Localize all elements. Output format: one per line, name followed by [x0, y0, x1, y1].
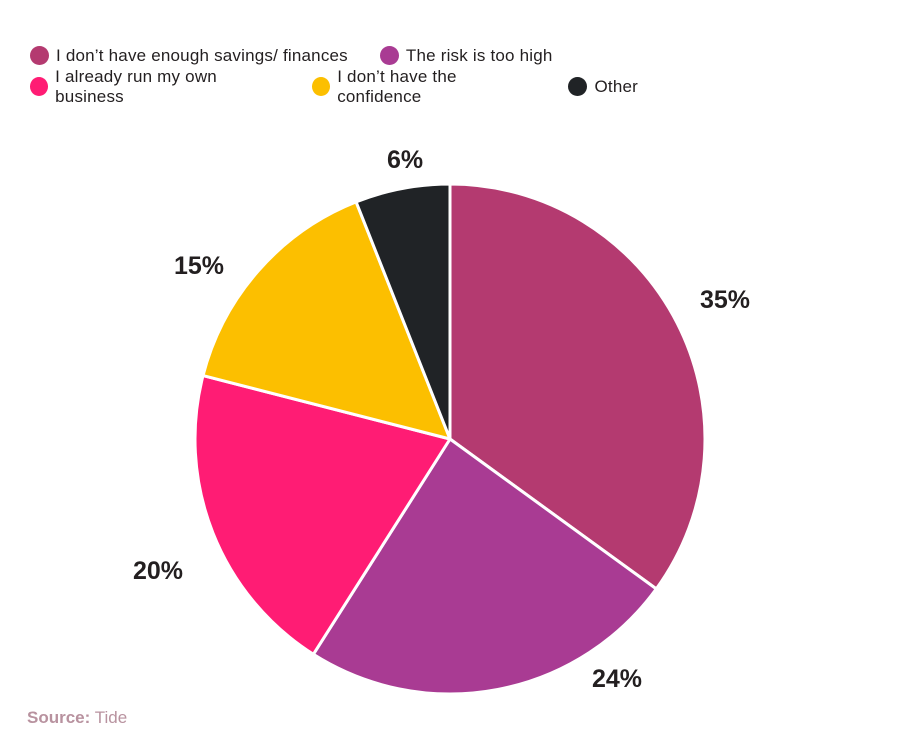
source-prefix: Source:: [27, 708, 91, 727]
label-confidence-pct: 15%: [174, 252, 225, 280]
legend-item-savings: I don’t have enough savings/ finances: [30, 46, 348, 66]
label-savings-pct: 35%: [700, 286, 751, 314]
pie-slice-business: [193, 374, 452, 656]
legend-row-2: I already run my own business I don’t ha…: [30, 67, 670, 106]
label-risk-pct: 24%: [592, 665, 643, 693]
legend-label-savings: I don’t have enough savings/ finances: [56, 45, 348, 65]
legend-label-business: I already run my own business: [55, 66, 217, 106]
pie-slice-risk: [311, 437, 658, 696]
pie-slice-confidence: [201, 200, 452, 441]
legend-item-risk: The risk is too high: [379, 45, 553, 66]
legend-item-business: I already run my own business: [30, 67, 280, 107]
pie-slice-other: [354, 182, 452, 441]
legend-label-other: Other: [594, 76, 638, 96]
legend-item-confidence: I don’t have the confidence: [312, 67, 536, 107]
pie-slice-savings: [448, 182, 707, 591]
chart-legend: I don’t have enough savings/ finances Th…: [30, 40, 670, 106]
legend-dot-business: [30, 77, 49, 96]
label-business-pct: 20%: [133, 557, 184, 585]
legend-dot-risk: [379, 46, 399, 65]
legend-label-risk: The risk is too high: [405, 45, 553, 65]
legend-dot-other: [568, 77, 588, 96]
source-note: Source: Tide: [27, 708, 127, 728]
legend-item-other: Other: [568, 77, 638, 97]
legend-label-confidence: I don’t have the confidence: [337, 66, 457, 106]
legend-dot-savings: [30, 46, 49, 65]
legend-dot-confidence: [312, 77, 331, 96]
source-name: Tide: [94, 708, 128, 727]
legend-row-1: I don’t have enough savings/ finances Th…: [30, 40, 670, 71]
label-other-pct: 6%: [387, 146, 424, 174]
